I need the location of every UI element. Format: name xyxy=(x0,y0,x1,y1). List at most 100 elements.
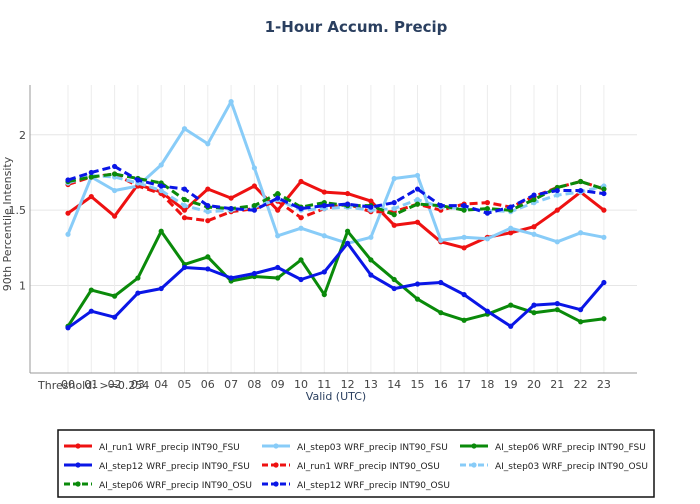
data-point xyxy=(181,126,188,132)
data-point xyxy=(508,323,514,329)
data-point xyxy=(345,201,351,207)
data-point xyxy=(321,269,327,275)
data-point xyxy=(205,186,211,192)
data-point xyxy=(251,207,257,213)
data-point xyxy=(461,207,467,213)
series-layer xyxy=(65,98,607,331)
series-line xyxy=(67,174,605,214)
x-tick-label: 07 xyxy=(224,378,238,391)
data-point xyxy=(531,224,537,230)
data-point xyxy=(65,210,71,216)
x-tick-label: 05 xyxy=(178,378,192,391)
data-point xyxy=(414,201,421,207)
data-point xyxy=(298,257,304,263)
x-tick-label: 13 xyxy=(364,378,378,391)
legend-marker xyxy=(273,462,279,468)
data-point xyxy=(321,203,327,209)
data-point xyxy=(461,291,467,298)
data-point xyxy=(601,186,607,192)
data-point xyxy=(368,198,374,204)
data-point xyxy=(438,203,444,209)
data-point xyxy=(414,219,421,225)
x-tick-label: 20 xyxy=(527,378,541,391)
y-tick-label: 1 xyxy=(19,280,26,293)
series-line xyxy=(66,100,605,245)
data-point xyxy=(554,239,560,245)
threshold-annotation: Threshold: >=0.254 xyxy=(37,379,149,392)
data-point xyxy=(554,187,560,194)
data-point xyxy=(321,233,327,239)
x-tick-label: 23 xyxy=(597,378,611,391)
x-tick-label: 04 xyxy=(154,378,168,391)
data-point xyxy=(578,178,584,185)
data-point xyxy=(531,310,537,316)
data-point xyxy=(65,177,71,183)
data-point xyxy=(391,206,397,212)
data-point xyxy=(112,171,118,177)
data-point xyxy=(531,302,537,308)
legend-box xyxy=(57,429,655,498)
data-point xyxy=(461,317,467,323)
data-point xyxy=(391,285,397,292)
data-point xyxy=(484,308,490,314)
data-point xyxy=(181,207,188,213)
data-point xyxy=(508,225,514,231)
data-point xyxy=(205,254,211,260)
series-ai-run1-wrf-precip-int90-fsu xyxy=(65,178,607,251)
data-point xyxy=(414,196,421,203)
data-point xyxy=(88,308,94,314)
data-point xyxy=(601,190,607,197)
axes: 1 1.5 2 00 01 02 03 04 05 06 07 08 09 10 11 12 13 14 15 16 1… xyxy=(9,85,637,391)
data-point xyxy=(275,190,281,197)
x-tick-label: 01 xyxy=(84,378,98,391)
series-line xyxy=(67,241,606,330)
legend-label: AI_step12 WRF_precip INT90_FSU xyxy=(99,462,250,472)
x-tick-label: 09 xyxy=(271,378,285,391)
data-point xyxy=(205,209,211,215)
legend: AI_run1 WRF_precip INT90_FSU AI_step03 WR… xyxy=(57,429,655,498)
data-point xyxy=(298,215,304,221)
data-point xyxy=(531,196,537,203)
legend-marker xyxy=(273,443,279,449)
legend-label: AI_step06 WRF_precip INT90_OSU xyxy=(99,481,252,491)
data-point xyxy=(228,275,234,281)
data-point xyxy=(181,196,188,203)
y-tick-label: 1.5 xyxy=(9,204,27,217)
data-point xyxy=(531,192,537,198)
x-tick-label: 15 xyxy=(411,378,425,391)
data-point xyxy=(391,222,397,228)
series-line xyxy=(66,229,605,328)
legend-label: AI_run1 WRF_precip INT90_OSU xyxy=(297,462,440,472)
data-point xyxy=(508,302,514,308)
series-line xyxy=(67,180,605,250)
x-tick-label: 16 xyxy=(434,378,448,391)
data-point xyxy=(228,98,234,105)
data-point xyxy=(205,203,211,209)
data-point xyxy=(251,203,257,209)
data-point xyxy=(508,230,514,236)
x-tick-label: 08 xyxy=(247,378,261,391)
data-point xyxy=(158,162,164,168)
data-point xyxy=(158,187,164,194)
data-point xyxy=(298,206,304,212)
data-point xyxy=(275,264,281,271)
data-point xyxy=(112,213,118,219)
data-point xyxy=(135,290,141,296)
data-point xyxy=(438,310,444,316)
x-tick-label: 17 xyxy=(457,378,471,391)
data-point xyxy=(461,234,467,240)
data-point xyxy=(484,210,490,216)
x-axis-label: Valid (UTC) xyxy=(306,390,366,403)
data-point xyxy=(65,231,71,237)
x-tick-label: 03 xyxy=(131,378,145,391)
y-tick-label: 2 xyxy=(19,129,26,142)
x-tick-label: 10 xyxy=(294,378,308,391)
series-line xyxy=(67,172,605,223)
legend-label: AI_step03 WRF_precip INT90_OSU xyxy=(495,462,648,472)
data-point xyxy=(135,275,141,281)
data-point xyxy=(321,291,327,298)
data-point xyxy=(345,228,351,234)
data-point xyxy=(275,233,281,239)
